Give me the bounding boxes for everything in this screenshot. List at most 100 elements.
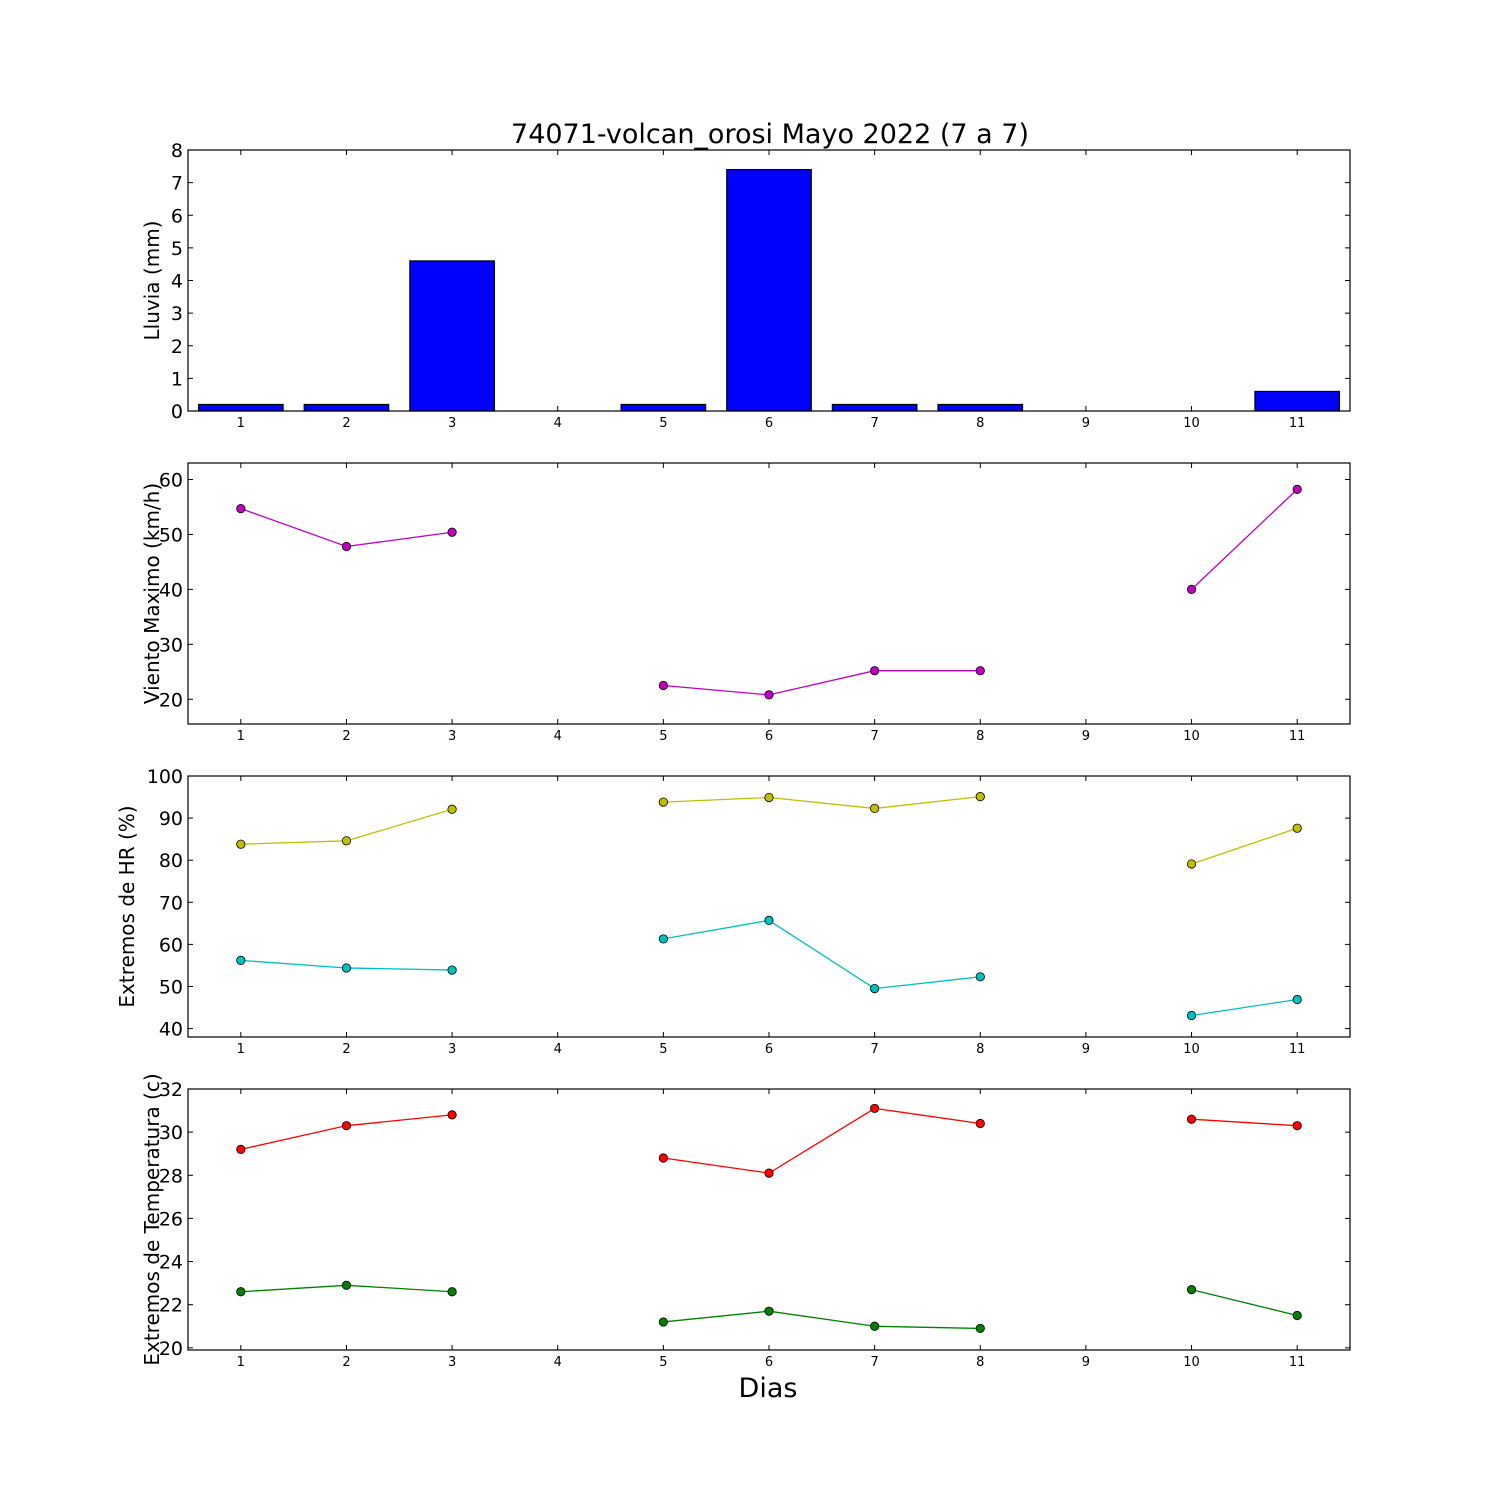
x-tick-label: 11 xyxy=(1289,1042,1306,1057)
y-tick-label: 8 xyxy=(171,140,183,162)
series-line xyxy=(1191,827,1298,865)
data-point xyxy=(341,1121,352,1131)
x-tick-label: 11 xyxy=(1289,729,1306,744)
series-line xyxy=(1191,488,1298,590)
data-point xyxy=(764,690,774,700)
data-point xyxy=(975,1323,985,1334)
y-tick-label: 100 xyxy=(147,766,183,788)
x-tick-label: 5 xyxy=(659,1042,667,1057)
x-tick-label: 5 xyxy=(659,1355,667,1370)
bar xyxy=(197,403,284,412)
x-tick-label: 6 xyxy=(765,416,773,431)
y-tick-label: 30 xyxy=(159,1122,183,1144)
y-tick-label: 26 xyxy=(159,1208,183,1230)
data-point xyxy=(236,1287,246,1297)
data-point xyxy=(1292,994,1302,1005)
data-point xyxy=(764,915,774,925)
series-line xyxy=(1191,998,1298,1017)
data-point xyxy=(658,680,668,691)
x-tick-label: 7 xyxy=(870,416,878,431)
x-tick-label: 8 xyxy=(976,1042,984,1057)
x-tick-label: 11 xyxy=(1289,1355,1306,1370)
panel-1: 0 1 2 3 4 5 6 7 8 1 2 3 4 5 6 7 8 9 10 11 Lluvia (mm) xyxy=(140,140,1351,431)
data-point xyxy=(975,1118,985,1129)
series-line xyxy=(1191,1118,1298,1127)
chart-title: 74071-volcan_orosi Mayo 2022 (7 a 7) xyxy=(511,119,1029,150)
y-tick-label: 0 xyxy=(171,401,183,423)
axes-frame xyxy=(187,775,1351,1038)
x-tick-label: 4 xyxy=(554,1355,562,1370)
data-point xyxy=(975,972,985,982)
x-tick-label: 9 xyxy=(1082,1355,1090,1370)
data-point xyxy=(1186,1285,1197,1295)
series-line xyxy=(1191,1288,1298,1317)
x-tick-label: 3 xyxy=(448,729,456,744)
bar xyxy=(937,403,1024,412)
data-point xyxy=(236,955,246,965)
x-tick-label: 3 xyxy=(448,1042,456,1057)
panel-2: 20 30 40 50 60 1 2 3 4 5 6 7 8 9 10 11 Viento Maximo (km… xyxy=(140,462,1351,744)
x-axis-label: Dias xyxy=(739,1373,798,1404)
x-tick-label: 3 xyxy=(448,1355,456,1370)
x-tick-label: 11 xyxy=(1289,416,1306,431)
x-tick-label: 4 xyxy=(554,729,562,744)
data-point xyxy=(764,1168,774,1178)
x-tick-label: 4 xyxy=(554,1042,562,1057)
x-tick-label: 9 xyxy=(1082,416,1090,431)
data-point xyxy=(870,666,880,676)
x-tick-label: 1 xyxy=(237,729,245,744)
x-tick-label: 10 xyxy=(1183,416,1200,431)
data-point xyxy=(658,1317,668,1327)
x-tick-label: 10 xyxy=(1183,1355,1200,1370)
y-tick-label: 22 xyxy=(159,1295,183,1317)
y-axis-label: Extremos de Temperatura (c) xyxy=(140,1073,164,1365)
series-line xyxy=(663,1310,981,1330)
series-line xyxy=(663,670,981,696)
data-point xyxy=(1292,1121,1302,1131)
y-tick-label: 7 xyxy=(171,173,183,195)
x-tick-label: 7 xyxy=(870,729,878,744)
axes-frame xyxy=(187,1088,1351,1351)
data-point xyxy=(236,839,246,849)
data-point xyxy=(975,792,985,802)
bar xyxy=(409,260,495,412)
data-point xyxy=(658,934,668,944)
data-point xyxy=(341,963,352,973)
y-tick-label: 50 xyxy=(159,976,183,998)
y-tick-label: 70 xyxy=(159,892,183,914)
data-point xyxy=(236,504,246,514)
y-tick-label: 20 xyxy=(159,1338,183,1360)
y-tick-label: 50 xyxy=(159,524,183,546)
x-tick-label: 2 xyxy=(342,416,350,431)
data-point xyxy=(870,983,880,994)
x-tick-label: 4 xyxy=(554,416,562,431)
data-point xyxy=(341,1280,352,1290)
x-tick-label: 9 xyxy=(1082,1042,1090,1057)
axes-frame xyxy=(187,149,1351,412)
y-tick-label: 80 xyxy=(159,850,183,872)
x-tick-label: 8 xyxy=(976,729,984,744)
y-tick-label: 5 xyxy=(171,238,183,260)
x-tick-label: 6 xyxy=(765,729,773,744)
bar xyxy=(726,168,812,412)
x-tick-label: 10 xyxy=(1183,1042,1200,1057)
panel-3: 40 50 60 70 80 90 100 1 2 3 4 5 6 7 8 9 10 11 Extremos de … xyxy=(115,766,1351,1057)
data-point xyxy=(1186,584,1197,594)
x-tick-label: 5 xyxy=(659,729,667,744)
data-point xyxy=(447,527,457,537)
data-point xyxy=(447,804,457,814)
y-axis-label: Viento Maximo (km/h) xyxy=(140,483,164,704)
series-line xyxy=(240,507,453,548)
data-point xyxy=(1292,484,1302,494)
x-tick-label: 7 xyxy=(870,1355,878,1370)
data-point xyxy=(1292,1310,1302,1321)
data-point xyxy=(658,797,668,807)
data-point xyxy=(870,1321,880,1331)
y-tick-label: 40 xyxy=(159,1019,183,1041)
data-point xyxy=(658,1153,668,1163)
data-point xyxy=(341,836,352,846)
y-axis-label: Extremos de HR (%) xyxy=(115,805,139,1007)
y-tick-label: 32 xyxy=(159,1079,183,1101)
